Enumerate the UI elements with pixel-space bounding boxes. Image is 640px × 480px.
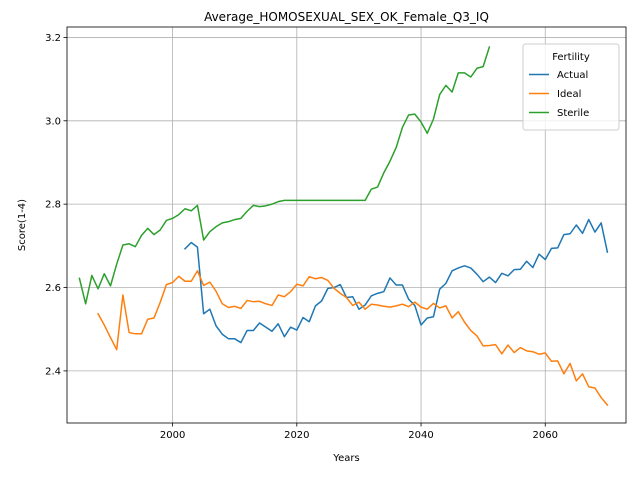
- x-tick-label: 2020: [284, 430, 309, 441]
- y-tick-label: 2.6: [45, 283, 61, 294]
- y-tick-label: 3.0: [45, 116, 61, 127]
- series-line-sterile: [78, 46, 491, 305]
- y-tick-label: 2.8: [45, 200, 61, 211]
- legend-title: Fertility: [552, 52, 590, 63]
- plot-frame: [66, 26, 627, 424]
- x-tick-label: 2000: [160, 430, 185, 441]
- x-axis-label: Years: [332, 453, 359, 464]
- series-line-ideal: [97, 270, 609, 407]
- x-tick-label: 2060: [533, 430, 558, 441]
- axis-ticks: 2000 2020 2040 2060 2.4 2.6 2.8 3.0 3.2: [45, 33, 558, 441]
- legend-label-ideal: Ideal: [557, 89, 581, 100]
- legend: Fertility Actual Ideal Sterile: [522, 43, 620, 131]
- legend-box: [522, 43, 620, 131]
- y-tick-label: 2.4: [45, 366, 61, 377]
- series-lines: [78, 46, 609, 407]
- legend-label-actual: Actual: [557, 70, 588, 81]
- y-axis-label: Score(1-4): [17, 199, 28, 251]
- series-line-actual: [183, 218, 609, 344]
- chart-title: Average_HOMOSEXUAL_SEX_OK_Female_Q3_IQ: [204, 10, 489, 24]
- y-tick-label: 3.2: [45, 33, 61, 44]
- legend-label-sterile: Sterile: [557, 108, 589, 119]
- x-tick-label: 2040: [408, 430, 433, 441]
